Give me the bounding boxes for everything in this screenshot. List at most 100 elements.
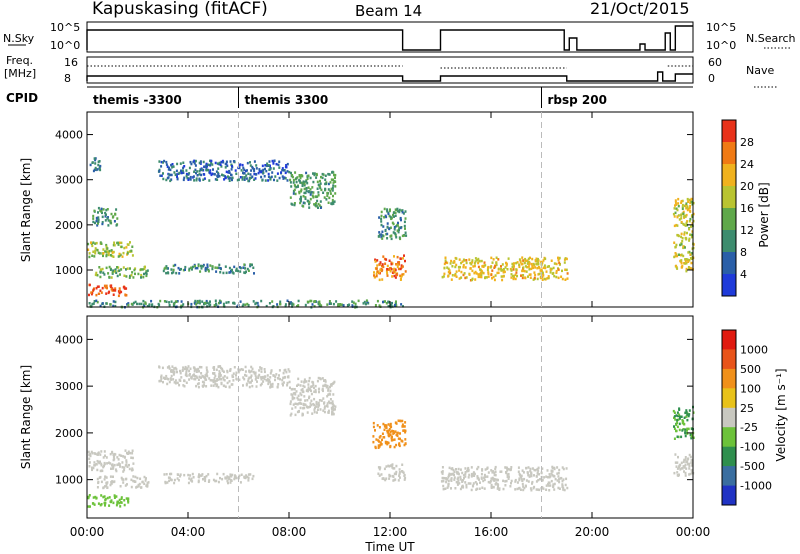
echo-cell (309, 405, 311, 408)
colorbar-swatch (722, 120, 736, 143)
echo-cell (553, 488, 556, 491)
echo-cell (196, 376, 199, 379)
echo-cell (403, 234, 406, 237)
echo-cell (113, 220, 116, 223)
echo-cell (128, 276, 131, 279)
echo-cell (473, 262, 476, 265)
echo-cell (239, 270, 242, 273)
echo-cell (191, 268, 193, 271)
echo-cell (282, 376, 285, 380)
echo-cell (120, 268, 123, 271)
echo-cell (365, 299, 368, 302)
echo-cell (315, 202, 317, 205)
echo-cell (399, 419, 401, 423)
echo-cell (209, 303, 212, 306)
echo-cell (490, 477, 493, 480)
echo-cell (122, 455, 125, 458)
echo-cell (387, 441, 390, 445)
echo-cell (333, 200, 336, 203)
echo-cell (176, 162, 179, 166)
echo-cell (243, 171, 246, 175)
echo-cell (537, 478, 540, 482)
echo-cell (502, 479, 505, 483)
echo-cell (527, 257, 530, 261)
echo-cell (551, 465, 554, 469)
echo-cell (118, 453, 121, 457)
echo-cell (168, 173, 171, 176)
echo-cell (315, 172, 318, 176)
echo-cell (258, 369, 261, 372)
echo-cell (104, 219, 107, 222)
echo-cell (167, 378, 170, 381)
echo-cell (317, 183, 320, 187)
echo-cell (167, 168, 170, 171)
echo-cell (99, 164, 102, 168)
echo-cell (502, 487, 505, 491)
echo-cell (398, 210, 401, 214)
echo-cell (329, 189, 332, 193)
echo-cell (302, 195, 305, 198)
echo-cell (500, 269, 503, 272)
echo-cell (465, 276, 468, 279)
echo-cell (222, 472, 225, 476)
echo-cell (88, 255, 91, 259)
echo-cell (94, 273, 97, 277)
echo-cell (170, 378, 173, 381)
echo-cell (382, 300, 384, 304)
echo-cell (145, 477, 147, 480)
echo-cell (212, 372, 214, 375)
echo-cell (315, 402, 318, 405)
echo-cell (113, 270, 116, 273)
echo-cell (688, 198, 691, 202)
echo-cell (292, 178, 295, 182)
echo-cell (160, 377, 163, 380)
echo-cell (507, 467, 510, 471)
echo-cell (550, 259, 553, 262)
echo-cell (541, 272, 544, 276)
echo-cell (483, 476, 486, 479)
echo-cell (379, 435, 382, 438)
echo-cell (492, 258, 495, 261)
echo-cell (228, 266, 231, 270)
echo-cell (243, 178, 246, 181)
echo-cell (103, 284, 106, 288)
echo-cell (478, 275, 481, 279)
echo-cell (222, 376, 225, 379)
echo-cell (146, 482, 149, 485)
echo-cell (313, 203, 316, 206)
echo-cell (226, 479, 229, 483)
echo-cell (290, 393, 293, 396)
echo-cell (389, 226, 392, 229)
echo-cell (162, 376, 165, 380)
echo-cell (398, 476, 401, 479)
echo-cell (296, 384, 298, 387)
echo-cell (447, 476, 450, 479)
echo-cell (158, 160, 161, 163)
echo-cell (167, 176, 170, 179)
echo-cell (482, 264, 485, 268)
echo-cell (391, 438, 394, 442)
echo-cell (139, 477, 142, 480)
echo-cell (683, 231, 686, 234)
echo-cell (189, 479, 192, 482)
echo-cell (348, 303, 351, 306)
echo-cell (525, 479, 528, 482)
echo-cell (266, 162, 269, 165)
x-tick-label: 00:00 (676, 525, 711, 539)
echo-cell (97, 251, 100, 255)
echo-cell (113, 496, 116, 499)
echo-cell (173, 371, 176, 374)
echo-cell (449, 262, 452, 265)
echo-cell (494, 467, 497, 471)
echo-cell (530, 489, 533, 492)
echo-cell (401, 423, 404, 426)
echo-cell (233, 265, 236, 269)
echo-cell (376, 299, 379, 303)
echo-cell (146, 305, 149, 308)
echo-cell (190, 302, 193, 306)
echo-cell (210, 159, 213, 163)
echo-cell (465, 486, 468, 489)
echo-cell (674, 418, 677, 421)
echo-cell (550, 472, 553, 475)
echo-cell (94, 247, 97, 250)
